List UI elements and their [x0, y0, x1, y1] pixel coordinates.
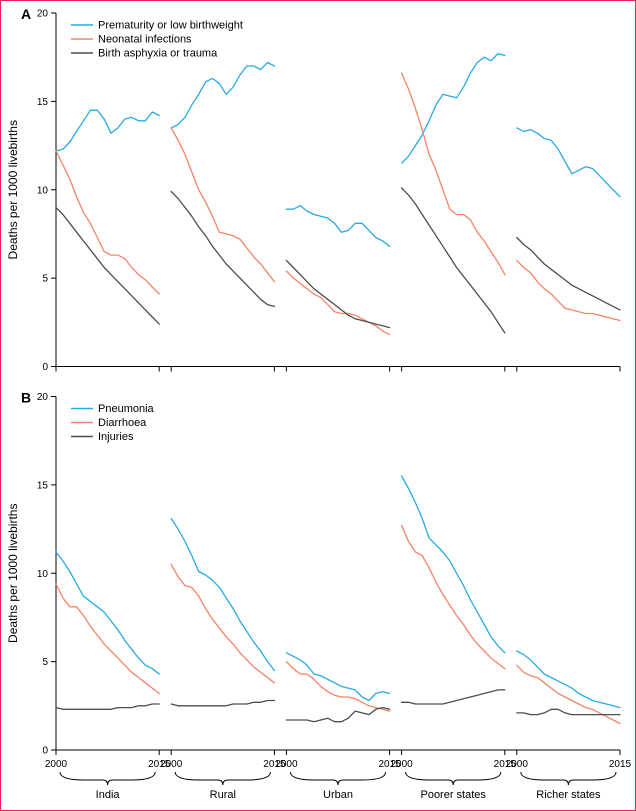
- svg-text:15: 15: [37, 97, 49, 108]
- svg-text:2015: 2015: [609, 759, 632, 770]
- svg-text:2000: 2000: [275, 759, 298, 770]
- svg-text:Prematurity or low birthweight: Prematurity or low birthweight: [98, 20, 243, 32]
- svg-text:5: 5: [42, 274, 48, 285]
- svg-text:B: B: [21, 390, 31, 406]
- svg-text:2000: 2000: [160, 759, 183, 770]
- svg-text:2000: 2000: [506, 759, 529, 770]
- svg-text:0: 0: [42, 746, 48, 757]
- svg-text:Pneumonia: Pneumonia: [98, 403, 155, 415]
- svg-text:20: 20: [37, 9, 49, 20]
- svg-text:Richer states: Richer states: [536, 789, 601, 801]
- svg-text:Urban: Urban: [323, 789, 353, 801]
- svg-text:10: 10: [37, 185, 49, 196]
- svg-text:Injuries: Injuries: [98, 431, 134, 443]
- svg-text:Neonatal infections: Neonatal infections: [98, 34, 192, 46]
- svg-text:2000: 2000: [390, 759, 413, 770]
- svg-text:2000: 2000: [45, 759, 68, 770]
- svg-text:India: India: [96, 789, 121, 801]
- svg-text:A: A: [21, 6, 31, 22]
- svg-text:Rural: Rural: [210, 789, 236, 801]
- svg-text:20: 20: [37, 392, 49, 403]
- svg-text:Birth asphyxia or trauma: Birth asphyxia or trauma: [98, 48, 218, 60]
- svg-text:0: 0: [42, 362, 48, 373]
- figure-container: A 0 5 10 15 20 Deaths per 1000 livebirths Prema…: [0, 0, 636, 811]
- svg-text:Diarrhoea: Diarrhoea: [98, 417, 147, 429]
- svg-text:Deaths per 1000 livebirths: Deaths per 1000 livebirths: [6, 120, 20, 259]
- svg-text:Poorer states: Poorer states: [420, 789, 486, 801]
- svg-text:Deaths per 1000 livebirths: Deaths per 1000 livebirths: [6, 504, 20, 643]
- chart-svg: A 0 5 10 15 20 Deaths per 1000 livebirths Prema…: [1, 1, 635, 810]
- svg-text:5: 5: [42, 657, 48, 668]
- svg-text:10: 10: [37, 569, 49, 580]
- svg-text:15: 15: [37, 480, 49, 491]
